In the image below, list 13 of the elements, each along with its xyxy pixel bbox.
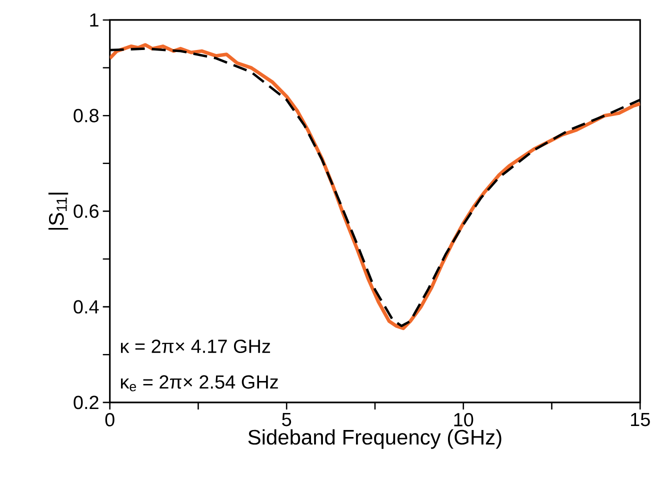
- y-tick-label: 0.8: [74, 108, 99, 122]
- annotation: κ$_{e}$ = 2π× 2.54 GHz: [121, 375, 278, 392]
- x-tick-label: 15: [631, 412, 650, 426]
- x-tick-label: 5: [282, 412, 292, 426]
- annotation: κ = 2π× 4.17 GHz: [121, 339, 270, 353]
- y-tick-label: 0.6: [74, 204, 98, 218]
- x-tick-label: 10: [454, 412, 474, 426]
- y-tick-label: 1: [90, 13, 98, 26]
- y-tick-label: 0.2: [74, 396, 98, 409]
- x-axis-title: Sideband Frequency (GHz): [248, 429, 502, 449]
- y-tick-label: 0.4: [74, 300, 99, 314]
- x-tick-label: 0: [105, 412, 114, 426]
- y-axis-title: |S$_{11}$|: [48, 192, 68, 230]
